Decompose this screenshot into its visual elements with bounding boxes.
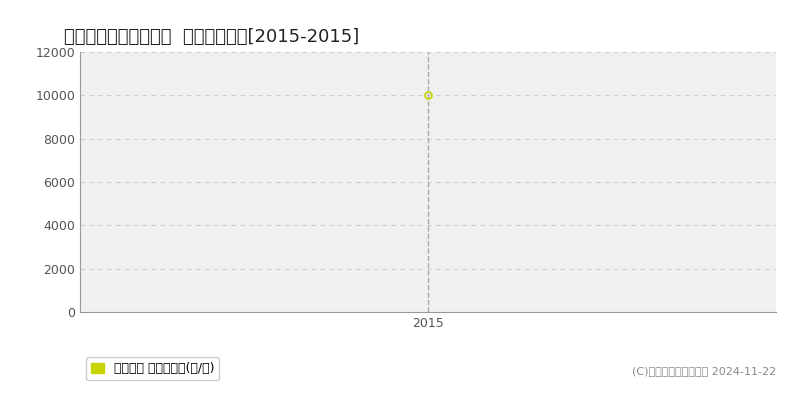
Text: 比企郡ときがわ町日影  林地価格推移[2015-2015]: 比企郡ときがわ町日影 林地価格推移[2015-2015] — [64, 28, 359, 46]
Legend: 林地価格 平均坪単価(円/坪): 林地価格 平均坪単価(円/坪) — [86, 357, 219, 380]
Text: (C)土地価格ドットコム 2024-11-22: (C)土地価格ドットコム 2024-11-22 — [632, 366, 776, 376]
